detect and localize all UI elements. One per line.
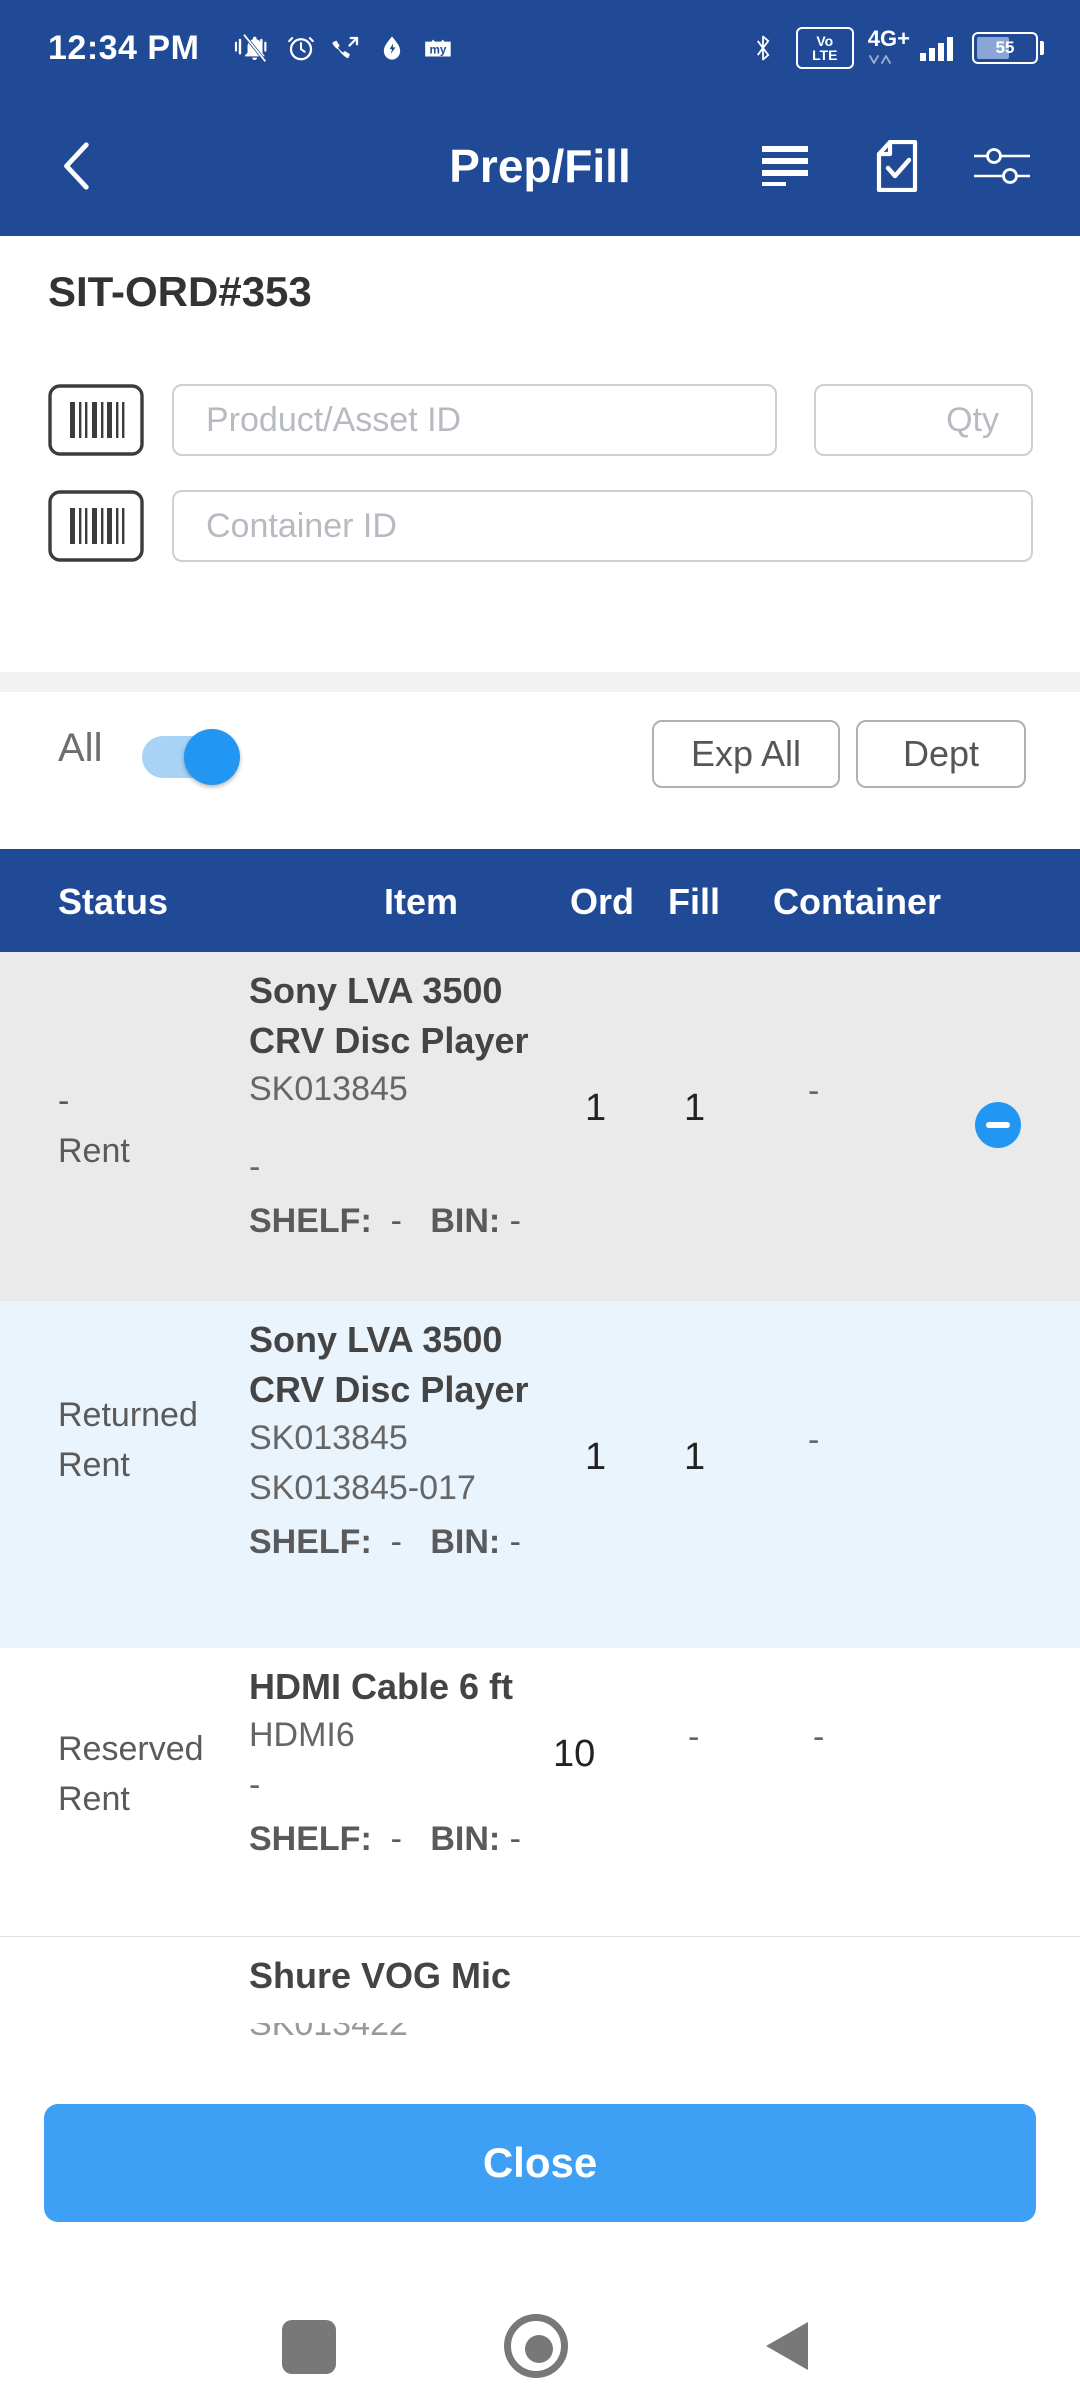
svg-text:my: my: [430, 43, 447, 56]
